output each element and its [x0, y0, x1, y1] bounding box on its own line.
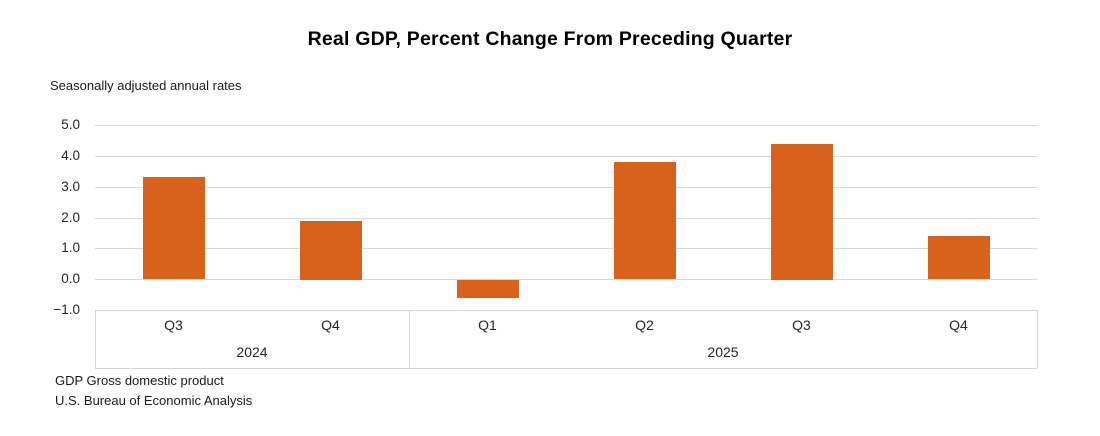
x-tick-label-2024-Q4: Q4 — [321, 317, 340, 333]
y-tick-label: 0.0 — [61, 271, 80, 286]
y-tick-label: 3.0 — [61, 179, 80, 194]
year-group-label-2025: 2025 — [707, 344, 739, 360]
x-tick-label-2025-Q2: Q2 — [635, 317, 654, 333]
x-tick-label-2024-Q3: Q3 — [164, 317, 183, 333]
x-tick-label-2025-Q1: Q1 — [478, 317, 497, 333]
band-border-left — [95, 310, 96, 368]
y-tick-label: −1.0 — [53, 302, 80, 317]
year-group-label-2024: 2024 — [236, 344, 268, 360]
footer-source-bea: U.S. Bureau of Economic Analysis — [55, 392, 253, 408]
chart-title: Real GDP, Percent Change From Preceding … — [307, 28, 793, 50]
gridline — [95, 310, 1037, 311]
bar-2024-Q4 — [300, 221, 362, 280]
y-tick-label: 2.0 — [61, 210, 80, 225]
bar-2025-Q1 — [457, 280, 519, 298]
x-tick-label-2025-Q3: Q3 — [792, 317, 811, 333]
chart-footer: GDP Gross domestic product U.S. Bureau o… — [55, 371, 252, 410]
bar-2025-Q4 — [928, 236, 990, 279]
y-tick-label: 1.0 — [61, 240, 80, 255]
x-tick-label-2025-Q4: Q4 — [949, 317, 968, 333]
gridline — [95, 248, 1037, 249]
gridline — [95, 125, 1037, 126]
band-year-separator — [409, 310, 410, 368]
y-tick-label: 4.0 — [61, 148, 80, 163]
gridline — [95, 156, 1037, 157]
gridline — [95, 218, 1037, 219]
footer-note-gdp: GDP Gross domestic product — [55, 373, 224, 388]
bar-2025-Q2 — [614, 162, 676, 279]
band-border-bottom — [95, 368, 1037, 369]
band-border-right — [1037, 310, 1038, 368]
bar-2024-Q3 — [143, 177, 205, 279]
y-tick-label: 5.0 — [61, 117, 80, 132]
chart-subtitle: Seasonally adjusted annual rates — [50, 78, 242, 93]
zero-gridline — [95, 279, 1037, 280]
bar-2025-Q3 — [771, 144, 833, 280]
gridline — [95, 187, 1037, 188]
